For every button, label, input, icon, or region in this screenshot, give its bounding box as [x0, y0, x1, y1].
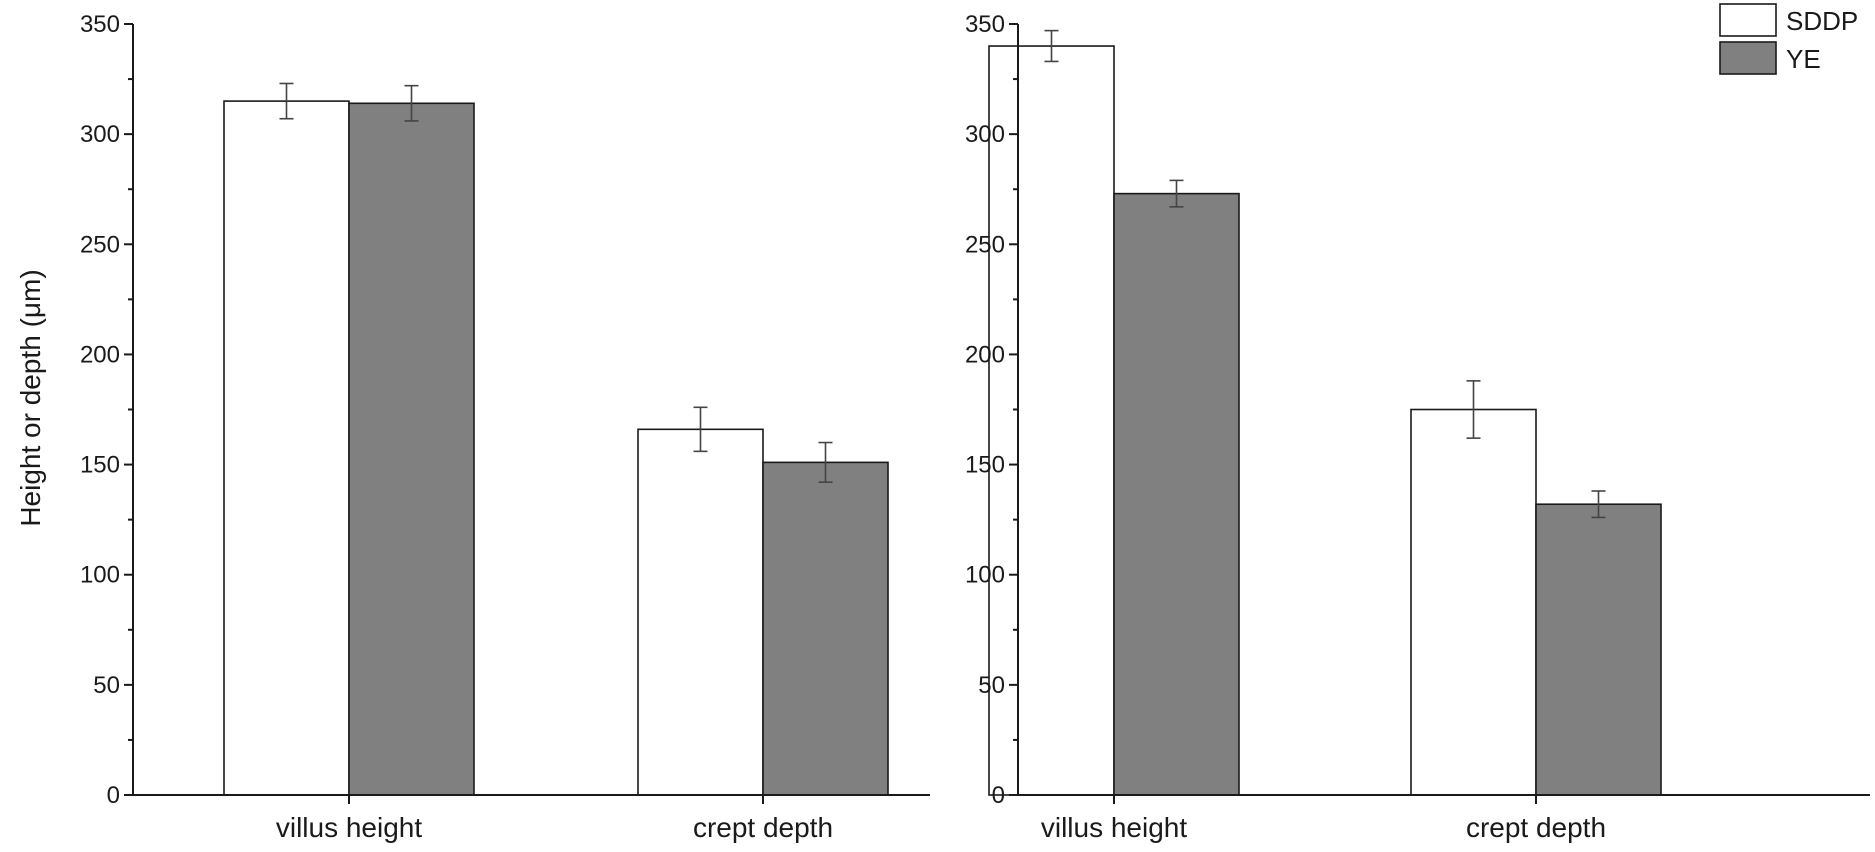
y-tick-label-300: 300: [965, 121, 1005, 148]
legend-swatch-sddp: [1719, 3, 1777, 37]
y-tick-label-350: 350: [80, 11, 120, 38]
error-bar-sddp-crept-depth: [1466, 380, 1481, 439]
bar-ye-crept-depth: [762, 461, 889, 796]
error-bar-ye-villus-height: [1169, 179, 1184, 208]
bar-sddp-crept-depth: [1410, 408, 1537, 796]
x-tick-label-crept-depth: crept depth: [693, 812, 833, 843]
y-tick-label-100: 100: [965, 562, 1005, 589]
legend-label-sddp: SDDP: [1786, 6, 1858, 36]
bar-ye-villus-height: [348, 102, 475, 796]
y-tick-label-50: 50: [978, 672, 1005, 699]
legend: SDDP YE: [1719, 3, 1858, 75]
x-tick-label-villus-height: villus height: [276, 812, 423, 843]
y-tick-label-50: 50: [93, 672, 120, 699]
bar-ye-villus-height: [1113, 192, 1240, 796]
y-tick-label-0: 0: [992, 782, 1005, 809]
y-tick-label-250: 250: [965, 231, 1005, 258]
y-tick-label-150: 150: [965, 452, 1005, 479]
bar-sddp-villus-height: [988, 45, 1115, 796]
error-bar-sddp-villus-height: [1044, 29, 1059, 63]
chart-left: villus height crept depth 0 50 100 150 200 250 3…: [80, 11, 930, 843]
y-tick-label-100: 100: [80, 562, 120, 589]
error-bar-ye-crept-depth: [1591, 490, 1606, 519]
error-bar-sddp-crept-depth: [693, 406, 708, 453]
x-tick-label-crept-depth: crept depth: [1466, 812, 1606, 843]
chart-right: villus height crept depth 0 50 100 150 200 250 3…: [965, 11, 1870, 843]
error-bar-sddp-villus-height: [279, 82, 294, 120]
x-tick-label-villus-height: villus height: [1041, 812, 1188, 843]
y-tick-label-0: 0: [107, 782, 120, 809]
error-bar-ye-crept-depth: [818, 441, 833, 483]
bar-ye-crept-depth: [1535, 503, 1662, 796]
y-tick-label-200: 200: [80, 341, 120, 368]
y-tick-label-200: 200: [965, 341, 1005, 368]
y-tick-label-150: 150: [80, 452, 120, 479]
y-tick-label-300: 300: [80, 121, 120, 148]
legend-swatch-ye: [1719, 41, 1777, 75]
bar-sddp-crept-depth: [637, 428, 764, 796]
error-bar-ye-villus-height: [404, 84, 419, 122]
bar-sddp-villus-height: [223, 100, 350, 796]
legend-label-ye: YE: [1786, 44, 1821, 74]
y-tick-label-250: 250: [80, 231, 120, 258]
y-tick-label-350: 350: [965, 11, 1005, 38]
y-axis-title: Height or depth (μm): [15, 269, 46, 526]
